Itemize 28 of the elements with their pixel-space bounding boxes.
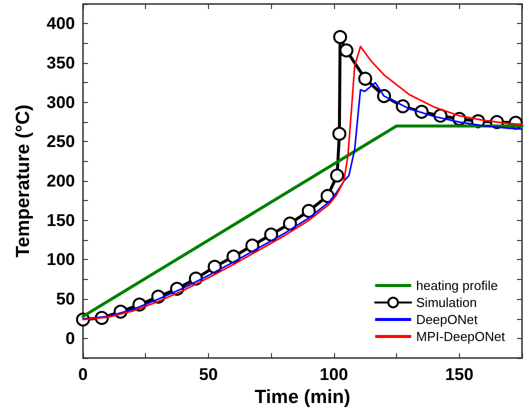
legend-label: heating profile (416, 278, 498, 293)
y-tick-label: 300 (46, 92, 75, 112)
x-axis-title: Time (min) (254, 387, 350, 408)
point (264, 228, 278, 242)
y-tick-label: 250 (46, 132, 75, 152)
point (302, 204, 316, 218)
legend-label: MPI-DeepONet (416, 329, 506, 344)
x-tick-label: 0 (78, 365, 88, 384)
point (333, 30, 348, 44)
y-tick-label: 350 (46, 54, 75, 73)
y-tick-label: 100 (46, 250, 75, 270)
point (330, 168, 344, 183)
point (282, 216, 297, 231)
y-tick-label: 400 (46, 14, 75, 34)
x-tick-label: 50 (198, 365, 218, 384)
y-tick-label: 150 (46, 210, 75, 230)
point (358, 72, 372, 86)
y-tick-label: 200 (46, 172, 75, 191)
point (245, 238, 260, 253)
legend-label: Simulation (416, 295, 477, 310)
legend-label: DeepONet (416, 312, 478, 327)
y-axis-title: Temperature (°C) (13, 104, 34, 258)
x-tick-label: 150 (445, 365, 474, 384)
point (339, 43, 354, 58)
y-tick-label: 50 (56, 290, 75, 309)
point (332, 126, 346, 141)
y-tick-label: 0 (66, 328, 75, 348)
x-tick-label: 100 (320, 365, 348, 384)
